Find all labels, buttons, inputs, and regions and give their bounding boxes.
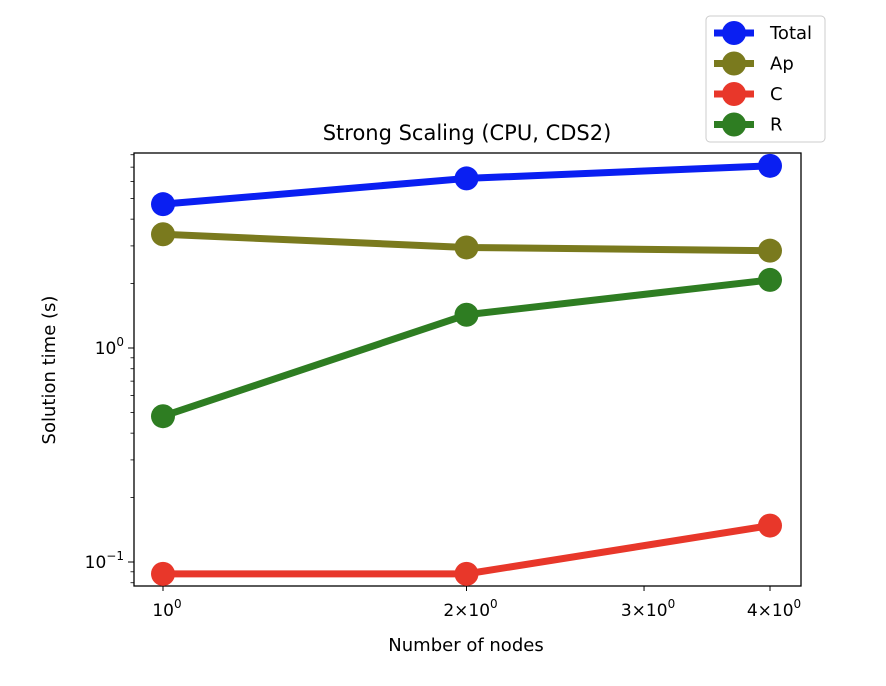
x-axis-label: Number of nodes (388, 635, 543, 656)
series-point-total-2 (758, 153, 782, 178)
x-axis-ticks: 100 2×100 3×100 4×100 (152, 586, 801, 621)
series-point-r-0 (151, 404, 175, 429)
series-point-c-0 (151, 561, 175, 586)
legend-marker-ap (722, 51, 746, 76)
series-point-r-1 (454, 302, 479, 327)
y-axis-ticks: 10−1 100 (85, 335, 134, 573)
series-point-ap-2 (758, 238, 782, 263)
y-tick-label-0: 10−1 (85, 549, 124, 573)
plot-frame (133, 152, 802, 587)
series-point-ap-0 (151, 222, 175, 247)
legend-label-ap: Ap (770, 54, 794, 75)
series-point-c-1 (454, 561, 479, 586)
y-tick-label-1: 100 (95, 335, 124, 359)
series-point-total-0 (151, 192, 175, 217)
plot-series (151, 153, 782, 586)
chart-title: Strong Scaling (CPU, CDS2) (323, 121, 612, 145)
x-tick-label-0: 100 (152, 597, 181, 621)
legend-label-r: R (770, 115, 783, 136)
legend-label-c: C (770, 84, 783, 105)
y-axis-label: Solution time (s) (39, 296, 60, 445)
series-point-r-2 (758, 267, 782, 292)
legend-marker-c (722, 82, 746, 106)
legend-marker-total (722, 21, 746, 45)
x-tick-label-2: 3×100 (621, 597, 675, 621)
legend-marker-r (722, 112, 746, 137)
legend: Total Ap CR (705, 15, 826, 143)
series-line-r (159, 276, 774, 420)
x-tick-label-3: 4×100 (747, 597, 801, 621)
x-tick-label-1: 2×100 (443, 597, 497, 621)
series-point-c-2 (758, 513, 782, 538)
legend-items: Total Ap CR (714, 21, 812, 137)
y-minor-ticks (130, 154, 134, 584)
legend-label-total: Total (769, 23, 812, 44)
series-point-total-1 (454, 166, 479, 191)
legend-frame (705, 15, 826, 143)
series-point-ap-1 (454, 235, 479, 260)
